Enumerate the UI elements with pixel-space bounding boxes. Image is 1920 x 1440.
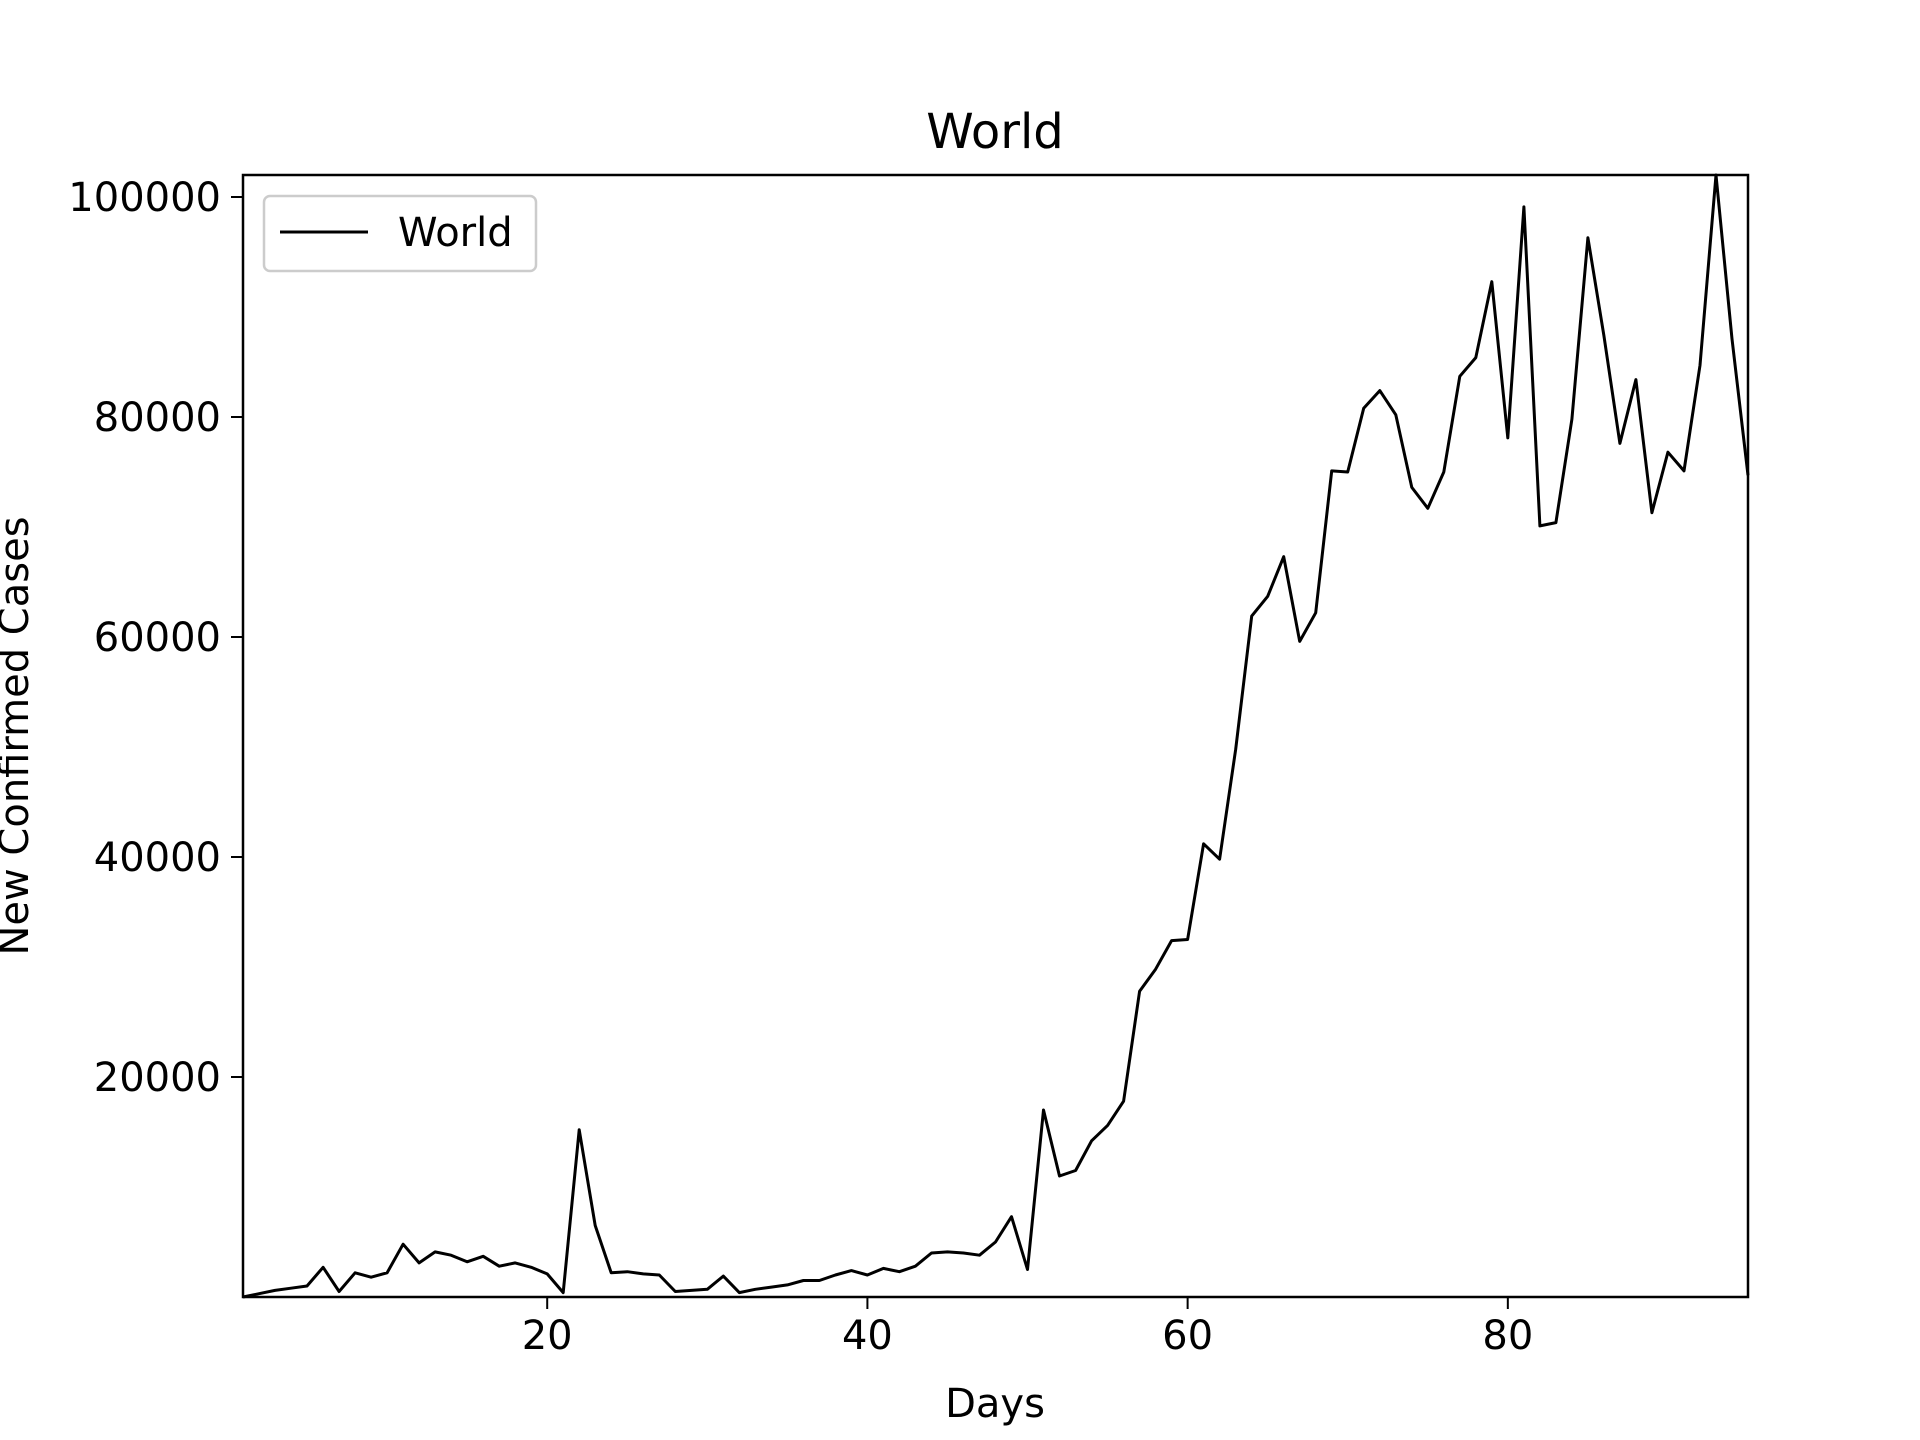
legend-box bbox=[262, 194, 538, 273]
x-tick-label: 20 bbox=[522, 1313, 573, 1359]
y-tick-label: 60000 bbox=[94, 615, 221, 661]
x-axis-label: Days bbox=[945, 1381, 1045, 1427]
y-axis: 20000 40000 60000 80000 100000 bbox=[68, 175, 243, 1101]
chart-title: World bbox=[926, 104, 1064, 160]
y-tick-label: 40000 bbox=[94, 835, 221, 881]
x-tick-label: 60 bbox=[1162, 1313, 1213, 1359]
y-axis-label: New Confirmed Cases bbox=[0, 516, 38, 955]
series-layer bbox=[242, 173, 1750, 1299]
y-tick-label: 20000 bbox=[94, 1055, 221, 1101]
x-tick-label: 80 bbox=[1482, 1313, 1533, 1359]
legend: World bbox=[262, 194, 538, 273]
legend-label-world: World bbox=[398, 210, 513, 256]
plot-area: 20 40 60 80 20000 40000 60000 80000 100000 bbox=[68, 173, 1750, 1359]
x-tick-label: 40 bbox=[842, 1313, 893, 1359]
y-tick-label: 80000 bbox=[94, 395, 221, 441]
series-line-world bbox=[242, 173, 1750, 1299]
plot-frame bbox=[241, 173, 1750, 1299]
y-tick-label: 100000 bbox=[68, 175, 221, 221]
x-axis: 20 40 60 80 bbox=[522, 1297, 1533, 1359]
